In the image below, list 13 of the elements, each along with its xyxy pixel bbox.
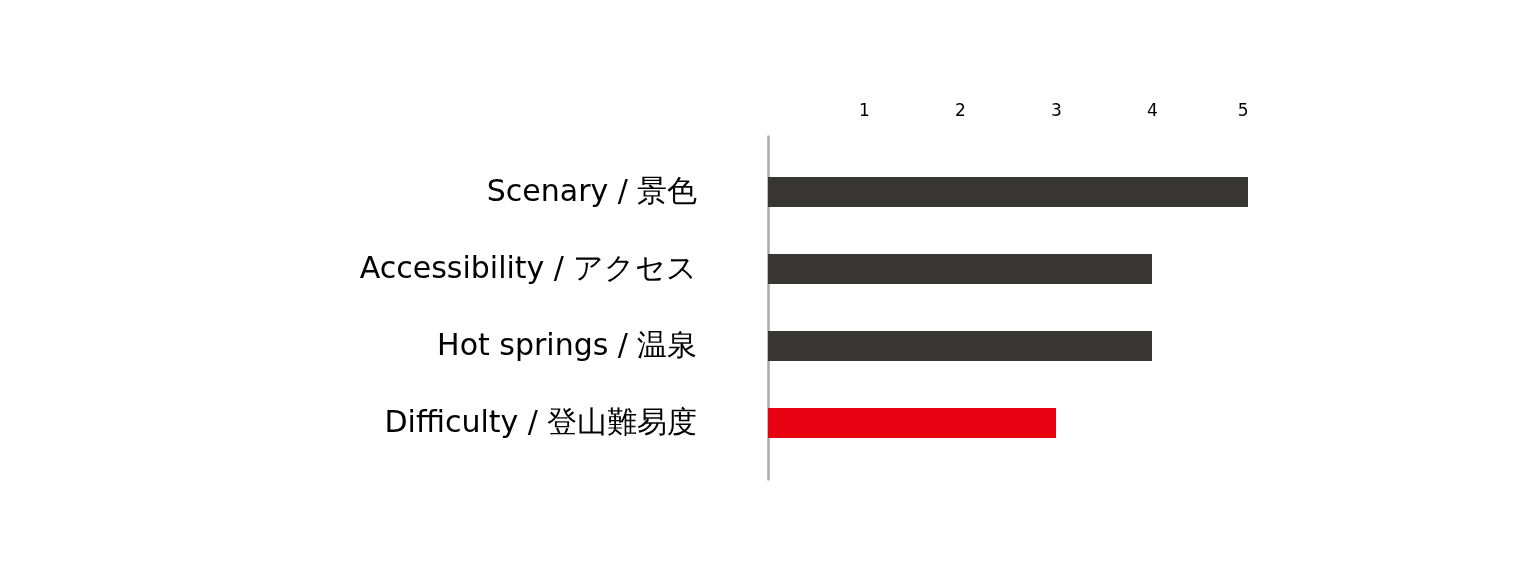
x-tick-label: 5 bbox=[1237, 99, 1249, 120]
y-tick-label: Hot springs / 温泉 bbox=[437, 327, 698, 362]
x-tick-label: 4 bbox=[1147, 99, 1158, 120]
bar bbox=[768, 330, 1152, 362]
bar bbox=[768, 176, 1248, 207]
x-tick-label: 3 bbox=[1051, 99, 1062, 120]
bar bbox=[768, 253, 1152, 285]
x-tick-label: 1 bbox=[859, 99, 870, 120]
y-tick-label: Accessibility / アクセス bbox=[359, 250, 698, 285]
y-tick-label: Difficulty / 登山難易度 bbox=[384, 404, 698, 440]
x-tick-label: 2 bbox=[955, 99, 966, 120]
y-tick-label: Scenary / 景色 bbox=[486, 172, 698, 208]
bar bbox=[768, 408, 1056, 439]
